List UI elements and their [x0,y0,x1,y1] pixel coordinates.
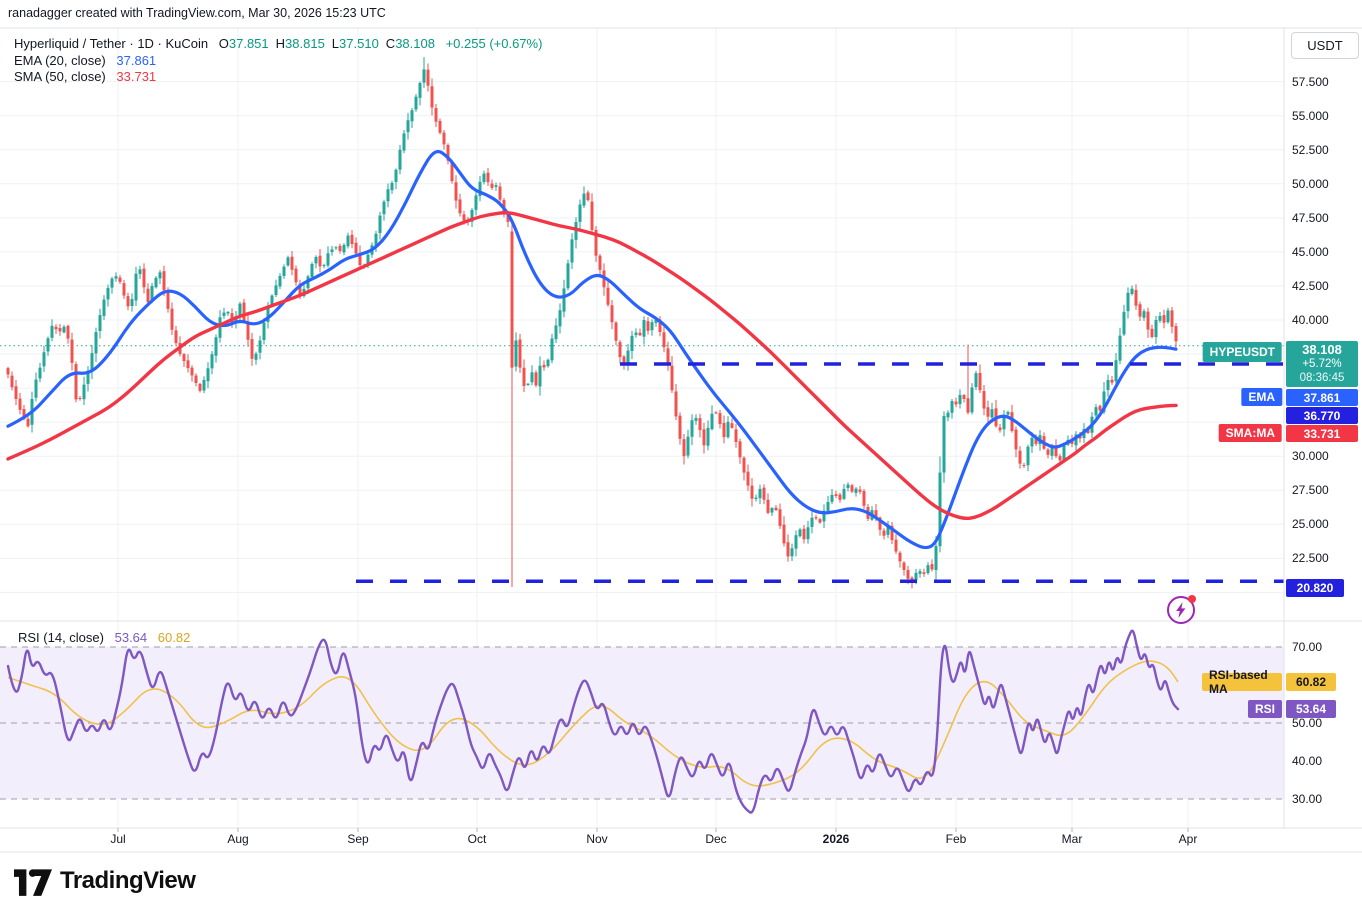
time-axis-label: Dec [705,832,727,846]
price-tick-label: 55.000 [1292,108,1329,123]
rsi-ma-legend-value: 60.82 [157,630,191,645]
price-tick-label: 47.500 [1292,210,1329,225]
time-axis-label: Aug [227,832,249,846]
tradingview-logo[interactable]: TradingView [14,864,196,898]
sma-legend-value: 33.731 [116,69,157,84]
rsi-tick-label: 70.00 [1292,640,1323,654]
price-tick-label: 57.500 [1292,74,1329,89]
symbol-series-label[interactable]: HYPEUSDT [1202,342,1282,362]
last-price-badge: 38.108 +5.72% 08:36:45 [1286,341,1358,387]
attribution-text: ranadagger created with TradingView.com,… [8,6,386,20]
symbol-title: Hyperliquid / Tether · 1D · KuCoin [14,36,209,51]
ohlc-segment: L37.510 [331,36,379,51]
change-pct-value: +5.72% [1302,358,1342,370]
rsi-tick-label: 40.00 [1292,754,1323,768]
ema-legend-value: 37.861 [116,53,157,68]
rsi-value-badge: 53.64 [1286,700,1336,718]
sma-line[interactable] [6,211,1178,521]
time-axis-label: Mar [1061,832,1083,846]
price-tick-label: 27.500 [1292,483,1329,498]
support-value-badge: 20.820 [1286,579,1344,597]
price-tick-label: 52.500 [1292,142,1329,157]
resistance-value-badge: 36.770 [1286,407,1358,424]
time-axis-label: Apr [1178,832,1198,846]
sma-legend-label: SMA (50, close) [14,69,106,84]
rsi-legend-label: RSI (14, close) [18,630,104,645]
rsi-legend-row[interactable]: RSI (14, close) 53.64 60.82 [18,630,190,645]
rsi-ma-series-label[interactable]: RSI-based MA [1202,668,1282,696]
ohlc-values: O37.851 H38.815 L37.510 C38.108 [212,36,435,51]
flash-action-button[interactable] [1167,595,1196,624]
pane-borders [0,27,1362,853]
sma-legend-row[interactable]: SMA (50, close) 33.731 [14,69,156,84]
ohlc-segment: H38.815 [275,36,325,51]
rsi-ma-value-badge: 60.82 [1286,673,1336,691]
price-tick-label: 40.000 [1292,313,1329,327]
rsi-tick-label: 50.00 [1292,716,1323,730]
rsi-line[interactable] [6,629,1180,814]
sma-series-label[interactable]: SMA:MA [1218,424,1282,442]
ema-series-label[interactable]: EMA [1241,388,1282,406]
symbol-legend-row[interactable]: Hyperliquid / Tether · 1D · KuCoin O37.8… [14,36,542,51]
ema-line[interactable] [6,149,1178,550]
currency-button[interactable]: USDT [1291,32,1359,59]
price-tick-label: 25.000 [1292,517,1329,532]
notification-dot [1188,595,1196,603]
time-axis-label: Oct [467,832,487,846]
change-value: +0.255 (+0.67%) [445,36,543,51]
tradingview-logo-text: TradingView [60,867,196,894]
time-axis-label: Nov [586,832,608,846]
time-axis-label: Jul [110,832,126,846]
price-tick-label: 42.500 [1292,278,1329,293]
ema-legend-row[interactable]: EMA (20, close) 37.861 [14,53,156,68]
ohlc-segment: O37.851 [218,36,269,51]
price-tick-label: 50.000 [1292,176,1329,191]
ohlc-segment: C38.108 [385,36,435,51]
rsi-legend-value: 53.64 [114,630,148,645]
price-tick-label: 30.000 [1292,449,1329,464]
rsi-band [0,646,1284,800]
ema-value-badge: 37.861 [1286,389,1358,406]
bar-countdown: 08:36:45 [1299,372,1345,384]
tradingview-logo-icon [14,869,52,896]
rsi-tick-label: 30.00 [1292,792,1323,806]
time-axis-label: Sep [347,832,369,846]
time-axis-label: Feb [945,832,967,846]
price-tick-label: 45.000 [1292,244,1329,259]
last-price-value: 38.108 [1302,342,1342,357]
time-axis-label: 2026 [822,832,850,846]
candlestick-series [6,57,1178,589]
ema-legend-label: EMA (20, close) [14,53,106,68]
sma-value-badge: 33.731 [1286,425,1358,442]
lightning-icon [1176,602,1186,618]
rsi-series-label[interactable]: RSI [1247,700,1282,718]
price-tick-label: 22.500 [1292,551,1329,566]
